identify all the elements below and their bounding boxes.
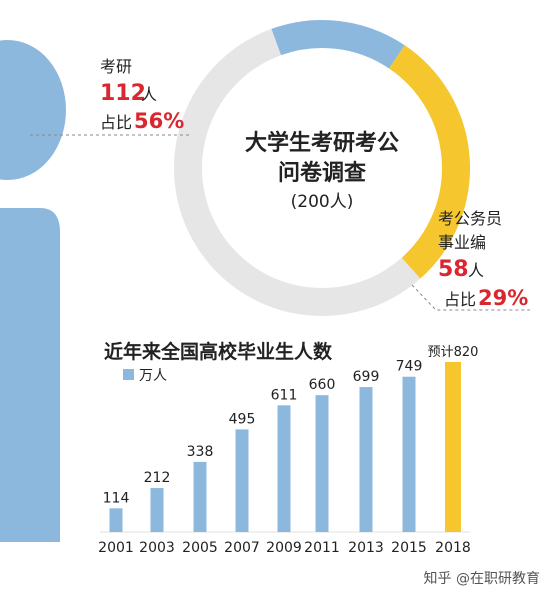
kaogong-label-line1: 考公务员 <box>438 209 502 228</box>
kaoyan-share: 56% <box>134 109 184 133</box>
bar-value-label: 749 <box>396 359 423 375</box>
bar-chart-bars: 114 2001 212 2003 338 2005 495 2007 611 2009 660 20… <box>98 345 478 556</box>
x-tick-label: 2003 <box>139 540 175 556</box>
bar-2015 <box>402 376 416 532</box>
bar-2003 <box>150 488 164 532</box>
kaoyan-unit: 人 <box>141 85 157 104</box>
watermark-text: 知乎 @在职研教育 <box>424 570 540 587</box>
bar-value-label: 611 <box>271 387 298 403</box>
bar-value-label: 660 <box>309 377 336 393</box>
bar-2007 <box>235 429 249 532</box>
bar-2018 <box>445 362 461 532</box>
kaogong-label-line2: 事业编 <box>438 233 486 252</box>
kaoyan-count: 112 <box>100 81 146 106</box>
person-body <box>0 208 60 542</box>
donut-slice-other <box>271 20 405 69</box>
donut-slice-kaoyan <box>174 28 421 316</box>
survey-title-line2: 问卷调查 <box>278 160 366 186</box>
legend-label: 万人 <box>139 368 167 384</box>
x-tick-label: 2018 <box>435 540 471 556</box>
bar-value-label: 338 <box>187 444 214 460</box>
kaogong-share: 29% <box>478 286 528 310</box>
kaogong-share-prefix: 占比 <box>444 290 476 309</box>
x-tick-label: 2011 <box>304 540 340 556</box>
bar-value-label: 114 <box>103 490 130 506</box>
bar-value-label: 699 <box>353 369 380 385</box>
kaogong-leader-line <box>411 284 530 311</box>
kaoyan-share-prefix: 占比 <box>100 113 132 132</box>
bar-2005 <box>193 461 207 532</box>
x-tick-label: 2001 <box>98 540 134 556</box>
kaoyan-callout: 考研 112 人 占比 56% <box>30 57 190 136</box>
kaogong-count: 58 <box>438 257 469 282</box>
person-figure <box>0 40 66 542</box>
survey-donut-chart <box>174 20 470 316</box>
bar-2001 <box>109 508 123 532</box>
kaogong-unit: 人 <box>468 261 484 280</box>
donut-slice-kaogong <box>388 45 470 279</box>
x-tick-label: 2015 <box>391 540 427 556</box>
x-tick-label: 2005 <box>182 540 218 556</box>
survey-title-line1: 大学生考研考公 <box>245 130 399 156</box>
bar-value-label: 212 <box>144 470 171 486</box>
bar-2009 <box>277 405 291 532</box>
bar-2013 <box>359 387 373 532</box>
x-tick-label: 2009 <box>266 540 302 556</box>
legend-swatch <box>123 369 134 380</box>
survey-total: (200人) <box>291 192 354 212</box>
bar-value-label: 预计820 <box>428 345 479 360</box>
kaoyan-label: 考研 <box>100 57 132 76</box>
person-head <box>0 40 66 180</box>
bar-chart-title: 近年来全国高校毕业生人数 <box>104 340 333 363</box>
bar-value-label: 495 <box>229 411 256 427</box>
bar-2011 <box>315 395 329 532</box>
x-tick-label: 2007 <box>224 540 260 556</box>
kaogong-callout: 考公务员 事业编 58 人 占比 29% <box>411 209 530 311</box>
x-tick-label: 2013 <box>348 540 384 556</box>
